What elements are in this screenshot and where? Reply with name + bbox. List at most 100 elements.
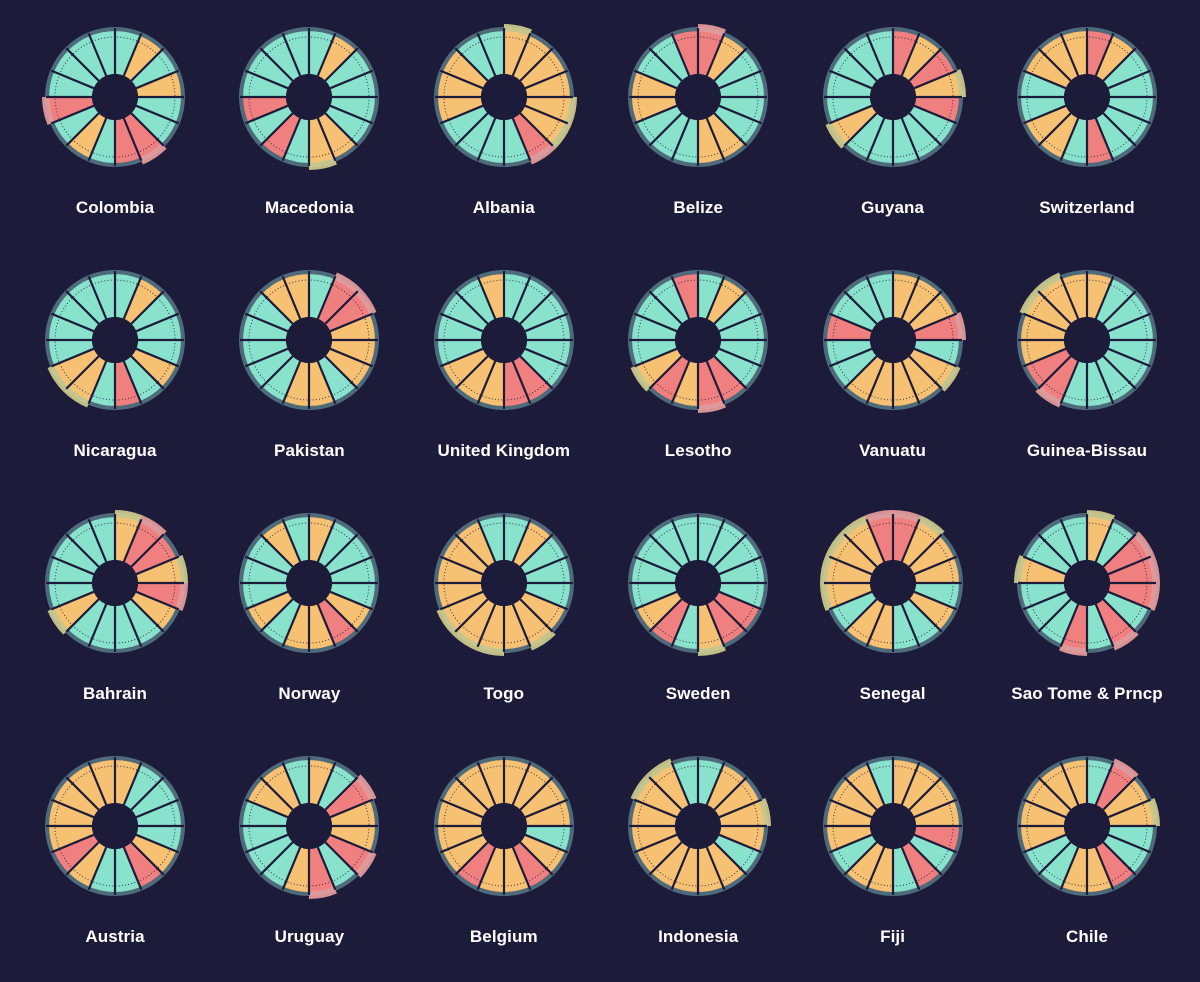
- segment: [68, 522, 107, 567]
- center-hole: [480, 74, 527, 120]
- segment: [478, 361, 504, 406]
- segment: [1026, 105, 1071, 144]
- segment-separator: [900, 846, 921, 891]
- segment: [54, 834, 99, 873]
- segment: [1095, 36, 1134, 81]
- radial-chart: [822, 27, 966, 167]
- segment-overflow: [698, 643, 727, 656]
- segment: [325, 105, 371, 144]
- segment: [131, 591, 176, 630]
- segment: [49, 583, 94, 609]
- segment: [831, 536, 877, 575]
- segment-separator: [1037, 776, 1072, 811]
- segment-overflow: [938, 365, 961, 392]
- segment: [826, 826, 872, 852]
- segment: [901, 842, 940, 887]
- segment-separator: [65, 290, 100, 325]
- segment-separator: [324, 776, 359, 811]
- segment-overflow: [175, 583, 188, 611]
- segment: [1061, 274, 1087, 319]
- segment-separator: [670, 360, 691, 405]
- segment: [698, 517, 724, 562]
- segment-separator: [913, 798, 957, 819]
- segment-separator: [1059, 518, 1080, 563]
- segment: [1021, 826, 1066, 852]
- country-chart: Belize: [601, 0, 795, 243]
- segment: [123, 765, 162, 810]
- segment: [136, 583, 181, 609]
- segment: [478, 274, 504, 319]
- segment-overflow: [309, 157, 338, 170]
- segment: [901, 36, 940, 81]
- segment-separator: [439, 798, 483, 819]
- segment: [892, 760, 918, 805]
- segment-overflow: [1087, 510, 1115, 523]
- segment-separator: [130, 841, 165, 876]
- segment-separator: [634, 833, 678, 854]
- segment-separator: [130, 598, 165, 633]
- segment: [525, 800, 570, 826]
- segment-separator: [259, 841, 294, 876]
- segment-separator: [259, 355, 294, 390]
- segment: [525, 826, 570, 852]
- segment: [136, 340, 181, 366]
- country-label: Sweden: [665, 684, 731, 703]
- segment-separator: [713, 290, 748, 325]
- segment-separator: [330, 104, 374, 125]
- country-chart: Sweden: [601, 486, 795, 729]
- guide-circle: [248, 522, 370, 644]
- segment: [309, 847, 335, 892]
- segment: [831, 105, 877, 144]
- country-label: Fiji: [880, 927, 906, 946]
- segment: [1087, 361, 1113, 406]
- segment: [632, 340, 677, 366]
- segment-separator: [1102, 776, 1137, 811]
- segment: [1061, 760, 1087, 805]
- segment-separator: [454, 355, 489, 390]
- segment: [901, 279, 940, 324]
- segment: [913, 826, 959, 852]
- segment: [49, 557, 94, 583]
- segment-separator: [705, 117, 726, 162]
- segment-separator: [719, 312, 763, 333]
- country-chart: Guinea-Bissau: [990, 243, 1184, 486]
- segment: [892, 361, 918, 406]
- segment: [632, 97, 677, 123]
- country-label: Belgium: [469, 927, 538, 946]
- center-hole: [675, 803, 722, 849]
- segment: [719, 800, 765, 826]
- radial-chart: [433, 756, 574, 896]
- segment: [123, 36, 162, 81]
- country-chart: Guyana: [796, 0, 990, 243]
- segment: [520, 834, 565, 873]
- segment: [637, 779, 682, 818]
- segment-separator: [1107, 104, 1152, 125]
- guide-circle: [248, 765, 370, 887]
- segment-separator: [719, 104, 763, 125]
- segment: [503, 118, 530, 163]
- segment: [136, 71, 181, 97]
- country-chart: Chile: [990, 729, 1184, 972]
- segment: [1103, 293, 1148, 332]
- segment-separator: [900, 360, 921, 405]
- segment: [1087, 604, 1113, 649]
- radial-chart: [45, 756, 185, 896]
- segment: [284, 274, 310, 319]
- center-hole: [1064, 317, 1110, 363]
- segment-separator: [1022, 104, 1067, 125]
- country-label: Uruguay: [274, 927, 345, 946]
- segment-separator: [476, 603, 497, 648]
- segment-separator: [281, 32, 302, 77]
- segment-separator: [524, 555, 568, 576]
- segment: [248, 105, 294, 144]
- segment: [637, 50, 682, 89]
- segment-separator: [65, 47, 100, 82]
- segment-separator: [281, 518, 302, 563]
- segment: [826, 557, 872, 583]
- segment-separator: [511, 518, 532, 563]
- segment: [1061, 361, 1087, 406]
- segment-overflow: [892, 510, 921, 523]
- segment-separator: [87, 360, 108, 405]
- segment-separator: [1094, 32, 1115, 77]
